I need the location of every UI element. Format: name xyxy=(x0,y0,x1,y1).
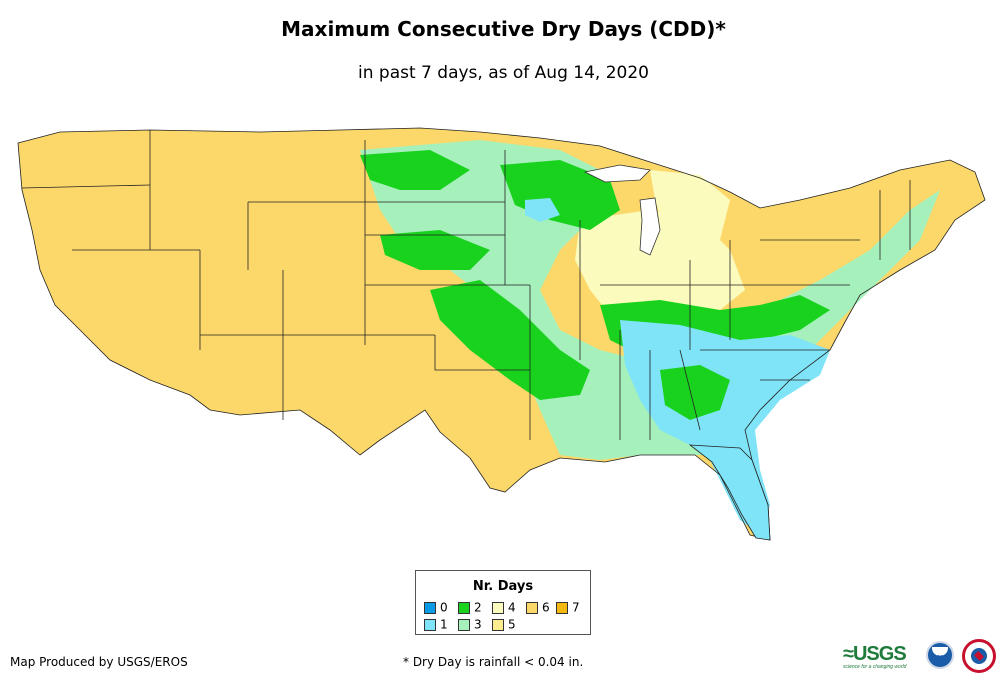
legend-label-3: 3 xyxy=(474,617,482,632)
map-region-dakotas xyxy=(360,150,470,190)
legend-swatch-7 xyxy=(556,601,568,614)
map-region-georgia xyxy=(660,365,730,420)
legend-swatch-0 xyxy=(424,601,436,614)
legend-label-4: 4 xyxy=(508,600,516,615)
legend-swatch-3 xyxy=(458,618,470,631)
nws-logo xyxy=(962,639,996,673)
legend-item-1: 1 xyxy=(424,618,448,631)
legend-label-7: 7 xyxy=(572,600,580,615)
legend-label-5: 5 xyxy=(508,617,516,632)
legend-item-5: 5 xyxy=(492,618,516,631)
legend-title: Nr. Days xyxy=(472,579,534,594)
lake-superior xyxy=(583,164,651,183)
map-region-minn-blue xyxy=(525,198,560,222)
map-region-nebraska xyxy=(380,230,490,270)
map-credit: Map Produced by USGS/EROS xyxy=(10,655,188,669)
noaa-wordmark: noaa xyxy=(933,654,947,660)
legend: Nr. Days 0 1 2 3 4 5 6 7 xyxy=(415,570,591,635)
legend-item-0: 0 xyxy=(424,601,448,614)
map-region-missouri xyxy=(430,280,590,400)
usgs-logo: ≈USGS xyxy=(843,641,907,667)
map-subtitle: in past 7 days, as of Aug 14, 2020 xyxy=(358,63,649,83)
state-borders xyxy=(17,127,986,541)
legend-swatch-5 xyxy=(492,618,504,631)
legend-swatch-1 xyxy=(424,618,436,631)
dry-day-footnote: * Dry Day is rainfall < 0.04 in. xyxy=(403,655,584,669)
legend-item-4: 4 xyxy=(492,601,516,614)
usgs-wordmark: ≈USGS xyxy=(843,642,907,665)
legend-item-6: 6 xyxy=(526,601,550,614)
legend-swatch-4 xyxy=(492,601,504,614)
legend-label-6: 6 xyxy=(542,600,550,615)
noaa-logo: noaa xyxy=(926,641,954,669)
legend-label-0: 0 xyxy=(440,600,448,615)
map-region-michigan xyxy=(650,170,730,250)
legend-item-2: 2 xyxy=(458,601,482,614)
legend-item-7: 7 xyxy=(556,601,580,614)
legend-swatch-6 xyxy=(526,601,538,614)
usgs-tagline: science for a changing world xyxy=(843,664,907,670)
map-region-minnesota xyxy=(500,160,620,230)
lake-michigan xyxy=(639,197,661,256)
florida xyxy=(688,444,771,541)
legend-label-1: 1 xyxy=(440,617,448,632)
legend-label-2: 2 xyxy=(474,600,482,615)
cdd-map xyxy=(17,127,986,541)
legend-item-3: 3 xyxy=(458,618,482,631)
legend-swatch-2 xyxy=(458,601,470,614)
map-title: Maximum Consecutive Dry Days (CDD)* xyxy=(281,17,726,41)
